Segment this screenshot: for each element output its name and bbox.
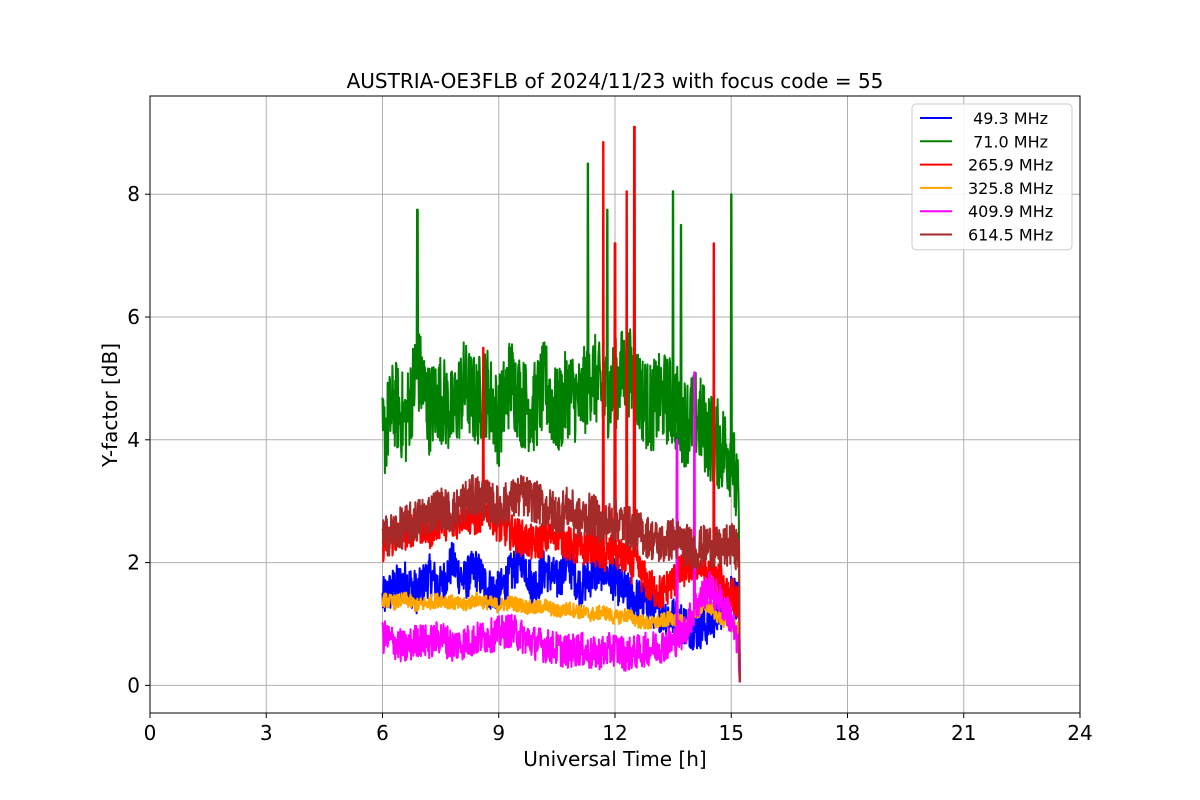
x-tick-label: 3	[260, 721, 273, 745]
series-3	[381, 591, 741, 683]
series-0	[381, 432, 741, 683]
legend-label: 325.8 MHz	[968, 179, 1053, 198]
y-tick-label: 4	[127, 428, 140, 452]
series-line	[381, 162, 741, 683]
series-1	[381, 162, 741, 683]
x-tick-label: 12	[602, 721, 627, 745]
series-line	[381, 432, 741, 683]
x-tick-label: 18	[835, 721, 860, 745]
series-5	[381, 474, 741, 683]
legend-label: 614.5 MHz	[968, 226, 1053, 245]
series-layer	[381, 125, 741, 683]
x-tick-label: 6	[376, 721, 389, 745]
x-tick-label: 0	[144, 721, 157, 745]
y-axis-label: Y-factor [dB]	[98, 343, 122, 468]
x-tick-label: 9	[492, 721, 505, 745]
x-axis-label: Universal Time [h]	[523, 747, 706, 771]
y-tick-label: 6	[127, 305, 140, 329]
x-tick-label: 24	[1067, 721, 1092, 745]
y-tick-label: 0	[127, 673, 140, 697]
series-line	[381, 474, 741, 683]
legend: 49.3 MHz 71.0 MHz 265.9 MHz 325.8 MHz 409.9…	[911, 103, 1073, 251]
y-axis: 0 2 4 6 8	[127, 182, 150, 697]
series-line	[381, 371, 741, 683]
x-axis: 0 3 6 9 12 15 18 21 24	[144, 713, 1093, 745]
series-line	[381, 591, 741, 683]
y-tick-label: 2	[127, 551, 140, 575]
y-tick-label: 8	[127, 182, 140, 206]
legend-label: 409.9 MHz	[968, 202, 1053, 221]
x-tick-label: 15	[719, 721, 744, 745]
legend-label: 265.9 MHz	[968, 156, 1053, 175]
chart-title: AUSTRIA-OE3FLB of 2024/11/23 with focus …	[347, 69, 884, 93]
legend-label: 71.0 MHz	[968, 132, 1048, 151]
x-tick-label: 21	[951, 721, 976, 745]
legend-label: 49.3 MHz	[968, 109, 1048, 128]
series-4	[381, 371, 741, 683]
